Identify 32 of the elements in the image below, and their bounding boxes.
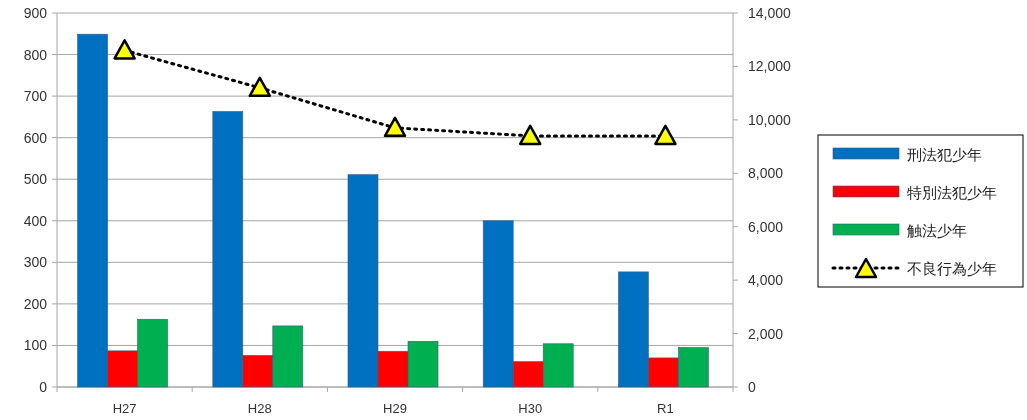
y-tick-label: 900: [23, 5, 48, 21]
legend-label: 特別法犯少年: [907, 184, 997, 201]
x-tick-label: H28: [247, 401, 272, 416]
y2-tick-label: 10,000: [748, 111, 792, 128]
point: [518, 124, 542, 146]
y2-tick-label: 14,000: [748, 5, 792, 21]
x-tick-label: H30: [518, 401, 543, 416]
y2-tick-label: 2,000: [748, 325, 784, 342]
y-tick-label: 700: [23, 88, 48, 105]
y2-tick-label: 4,000: [748, 272, 784, 289]
point: [383, 116, 407, 138]
x-tick-label: R1: [657, 401, 674, 416]
legend-label: 刑法犯少年: [907, 146, 982, 163]
y2-tick-label: 12,000: [748, 58, 792, 75]
point: [113, 39, 136, 60]
point: [248, 76, 272, 98]
point: [654, 124, 677, 146]
y-tick-label: 800: [23, 46, 48, 63]
legend-label: 不良行為少年: [907, 260, 997, 277]
y-tick-label: 500: [23, 171, 48, 188]
y-tick-label: 200: [23, 295, 48, 312]
x-tick-label: H29: [383, 401, 407, 416]
y-tick-label: 400: [23, 212, 48, 229]
y-tick-label: 600: [23, 129, 48, 146]
y-tick-label: 0: [39, 379, 48, 395]
y-tick-label: 300: [23, 254, 48, 271]
y-tick-label: 100: [23, 337, 48, 354]
y2-tick-label: 0: [748, 379, 756, 395]
y2-tick-label: 8,000: [748, 165, 784, 182]
y2-tick-label: 6,000: [748, 218, 784, 235]
legend-label: 触法少年: [907, 222, 967, 239]
x-tick-label: H27: [112, 401, 137, 416]
